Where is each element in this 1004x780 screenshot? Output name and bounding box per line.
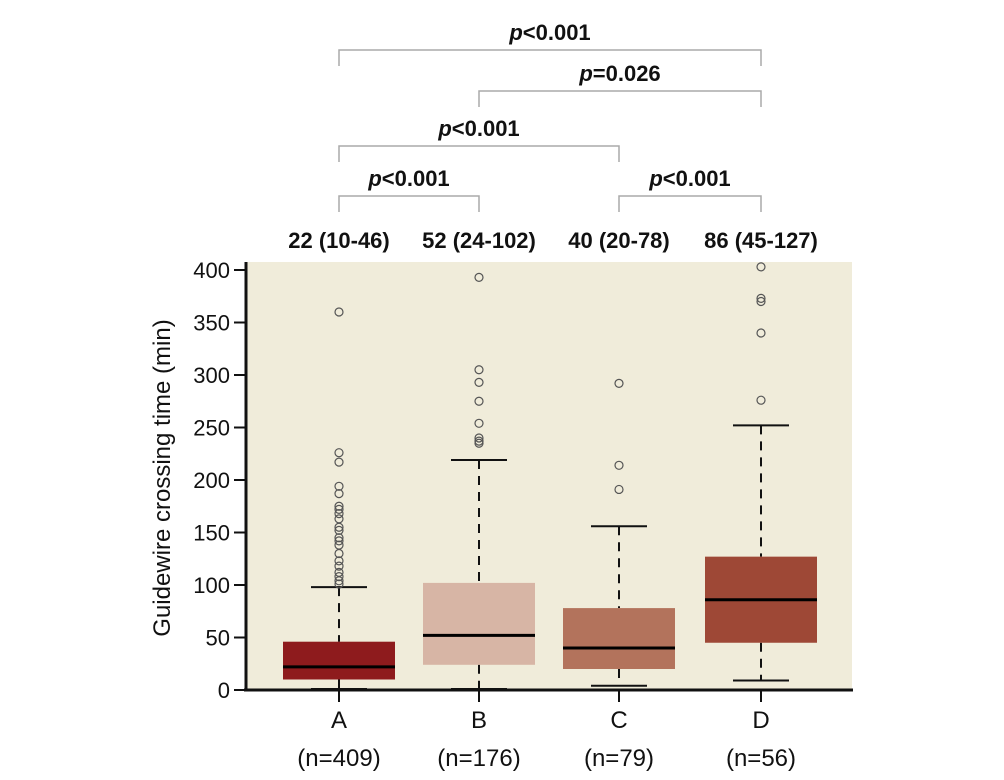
y-tick-label: 300 [193,363,230,388]
outlier-point [334,307,344,317]
outlier-point [334,481,344,491]
outlier-point [334,571,344,582]
outlier-point [334,533,344,543]
y-tick-label: 0 [218,678,230,703]
y-tick-label: 150 [193,521,230,546]
outlier-point [334,536,344,546]
outlier-point [756,262,766,272]
y-tick-label: 350 [193,311,230,336]
x-tick-label: D [752,707,769,734]
p-value-label: p<0.001 [367,166,449,191]
outlier-point [474,396,484,406]
outlier-point [334,504,344,514]
outlier-point [334,561,344,571]
p-value-label: p=0.026 [578,61,660,86]
y-axis-label: Guidewire crossing time (min) [149,319,176,636]
p-value-label: p<0.001 [437,116,519,141]
outlier-point [334,448,344,458]
significance-bracket [338,49,762,66]
outlier-point [334,501,344,511]
outlier-point [474,433,484,443]
x-sample-size: (n=176) [437,745,520,772]
significance-bracket [338,195,480,212]
outlier-point [334,522,344,532]
significance-bracket [338,145,620,162]
y-tick-label: 400 [193,258,230,283]
p-value-label: p<0.001 [508,20,590,45]
outlier-point [334,548,344,559]
outlier-point [756,328,766,338]
median-iqr-label: 52 (24-102) [422,228,536,253]
outlier-point [756,293,766,303]
outlier-point [474,377,484,387]
x-tick-label: A [331,707,347,734]
outlier-point [756,395,766,405]
box-B [423,582,535,665]
outlier-point [334,525,344,536]
outlier-point [334,579,344,589]
x-tick-label: B [471,707,487,734]
outlier-point [614,484,624,495]
outlier-point [334,457,344,467]
outlier-point [474,438,484,448]
outlier-point [474,272,484,282]
y-tick-label: 100 [193,573,230,598]
y-tick-label: 200 [193,468,230,493]
outlier-point [334,576,344,586]
outlier-point [756,296,766,307]
box-A [283,641,395,680]
significance-bracket [618,195,762,212]
y-tick-label: 250 [193,416,230,441]
x-sample-size: (n=56) [726,745,796,772]
outlier-point [474,418,484,428]
median-iqr-label: 40 (20-78) [568,228,670,253]
x-tick-label: C [610,707,627,734]
y-tick-label: 50 [206,626,230,651]
outlier-point [334,489,344,499]
outlier-point [334,508,344,519]
box-C [563,608,675,669]
x-sample-size: (n=79) [584,745,654,772]
median-iqr-label: 22 (10-46) [288,228,390,253]
significance-bracket [478,90,762,107]
outlier-point [474,365,484,375]
outlier-point [334,556,344,566]
median-iqr-label: 86 (45-127) [704,228,818,253]
p-value-label: p<0.001 [648,166,730,191]
outlier-point [614,378,624,388]
x-sample-size: (n=409) [297,745,380,772]
outlier-point [614,460,624,470]
